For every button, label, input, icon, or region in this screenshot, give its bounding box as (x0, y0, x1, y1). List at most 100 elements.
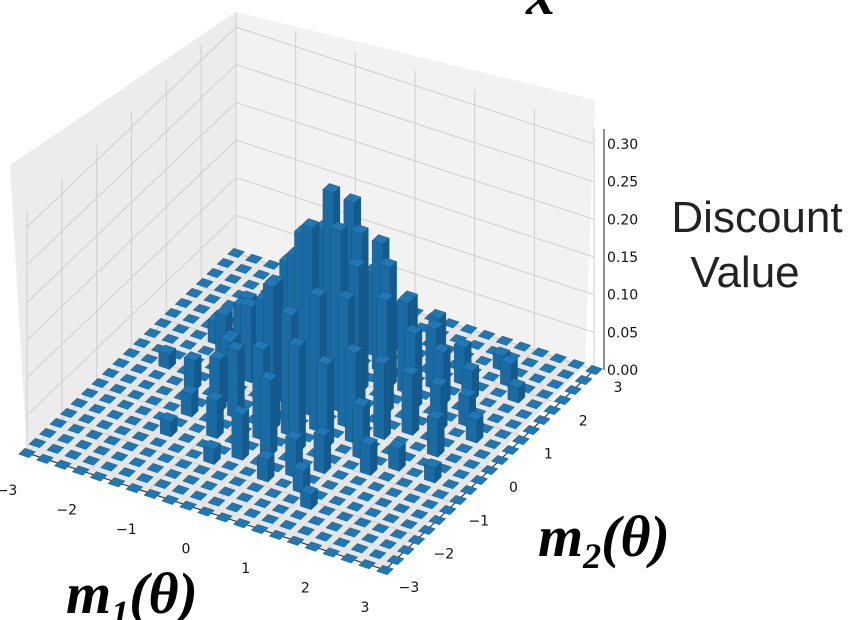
bar-top (377, 471, 396, 482)
floor-tile (71, 465, 90, 476)
bar-top (473, 449, 491, 460)
bar-top (221, 460, 239, 471)
bar-top (227, 341, 245, 352)
bar-top (397, 293, 415, 304)
floor-tile (343, 527, 362, 538)
floor-tile (171, 484, 190, 495)
bar-top (549, 353, 568, 364)
floor-tile (118, 467, 136, 478)
bar-top (322, 183, 341, 194)
bar-top (189, 329, 208, 340)
bar-top (183, 351, 202, 362)
bar-front-face (257, 455, 269, 483)
floor-tile (386, 554, 405, 566)
bar-top (300, 484, 318, 495)
bar-top (206, 267, 224, 279)
bar-top (197, 506, 215, 517)
bar-top (514, 409, 533, 420)
floor-tile (215, 512, 233, 523)
bar-top (127, 389, 145, 400)
bar-top (149, 437, 168, 448)
floor-tile (213, 283, 232, 294)
floor-tile (155, 385, 174, 396)
bar-top (480, 464, 499, 476)
bar-top (307, 515, 326, 526)
floor-tile (495, 335, 514, 346)
bar-top (455, 443, 474, 454)
bar-top (532, 414, 551, 426)
bar (313, 426, 332, 475)
bar-top (146, 463, 165, 474)
bar-top (174, 297, 193, 309)
bar-top (350, 543, 369, 554)
bar-top (133, 337, 151, 349)
floor-tile (153, 478, 172, 489)
ylabel: m2(θ) (538, 504, 670, 576)
bar-top (156, 453, 175, 464)
floor-tile (100, 461, 118, 472)
bar-top (268, 529, 287, 540)
floor-tile (349, 475, 368, 486)
floor-tile (274, 478, 293, 489)
xlabel: m1(θ) (66, 561, 198, 620)
bar-top (513, 341, 532, 352)
floor-tile (107, 477, 126, 488)
bar-top (185, 448, 203, 459)
zlabel-line2: Value (690, 248, 799, 297)
bar-top (80, 387, 99, 399)
bar-top (256, 449, 275, 460)
bar-side-face (242, 408, 250, 461)
bar-top (429, 376, 448, 387)
bar-top (538, 363, 557, 374)
floor-tile (350, 543, 369, 554)
floor-tile (314, 531, 333, 542)
floor-tile (161, 333, 180, 344)
floor-tile (127, 389, 145, 400)
floor-tile (206, 267, 224, 279)
bar-top (403, 493, 421, 504)
bar-top (346, 501, 365, 512)
x-tick-label: −3 (0, 483, 17, 499)
bar-front-face (231, 411, 243, 461)
bar-top (520, 357, 539, 368)
bar-top (261, 514, 280, 525)
floor-tile (112, 357, 130, 369)
bar-side-face (216, 394, 224, 440)
bar (180, 384, 199, 418)
floor-tile (200, 480, 218, 491)
floor-tile (385, 487, 403, 498)
bar-top (522, 424, 541, 436)
floor-tile (406, 467, 424, 478)
floor-tile (574, 374, 593, 386)
bar-top (124, 415, 142, 426)
floor-tile (195, 277, 214, 289)
bar-top (452, 469, 471, 480)
bar-top (188, 423, 206, 434)
zlabel-line1: Discount (671, 193, 842, 242)
bar-top (338, 485, 357, 496)
floor-tile (171, 323, 190, 334)
z-tick-label: 0.25 (607, 175, 638, 191)
bar-top (71, 465, 90, 476)
bar-top (125, 483, 144, 494)
bar-top (89, 471, 108, 482)
bar-top (242, 279, 260, 290)
bar-top (474, 355, 493, 366)
floor-tile (18, 447, 36, 459)
floor-tile (197, 345, 215, 356)
floor-tile (130, 363, 148, 374)
floor-tile (109, 383, 127, 394)
bar (507, 378, 526, 404)
floor-tile (322, 547, 341, 558)
z-grid-line (26, 26, 595, 228)
bar-top (407, 534, 426, 546)
bar-top (225, 502, 244, 513)
bar-top (432, 343, 451, 354)
floor-tile (334, 444, 353, 455)
bar-top (376, 564, 394, 576)
floor-tile (49, 417, 68, 429)
floor-tile (441, 479, 460, 490)
bar-front-face (465, 416, 477, 444)
floor-tile (156, 453, 175, 464)
floor-tile (417, 524, 436, 536)
